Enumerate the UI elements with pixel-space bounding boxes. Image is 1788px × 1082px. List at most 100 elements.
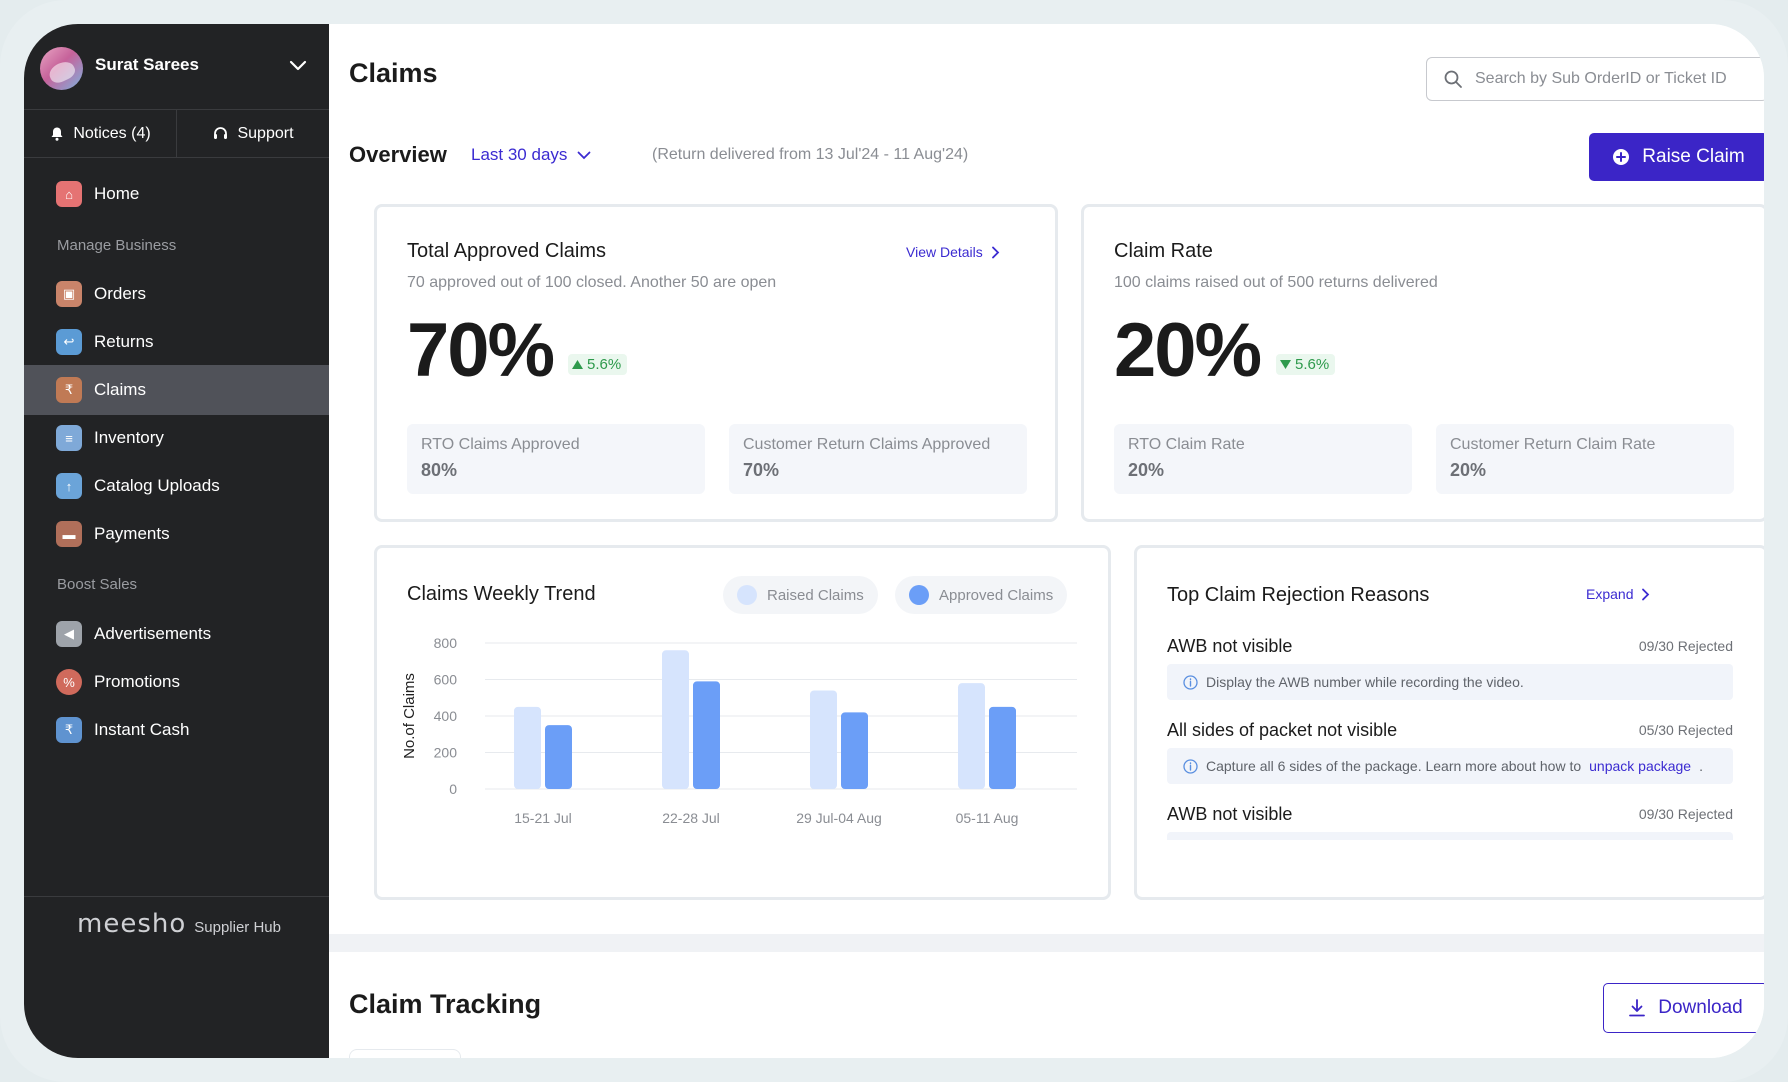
stat-value: 70% [743,460,780,480]
main-content: Claims Search by Sub OrderID or Ticket I… [329,24,1764,1058]
legend-swatch [909,585,929,605]
brand-logo: meesho Supplier Hub [77,909,281,939]
expand-link[interactable]: Expand [1586,586,1650,602]
tracking-tab[interactable] [349,1049,461,1058]
approved-rate-value: 70% [407,308,555,393]
bar-raised-claims [810,690,837,789]
sidebar-item-payments[interactable]: ▬ Payments [24,509,329,559]
view-details-link[interactable]: View Details [906,244,1000,260]
y-tick-label: 0 [449,781,457,797]
overview-title: Overview [349,142,447,167]
sidebar-item-catalog-uploads[interactable]: ↑ Catalog Uploads [24,461,329,511]
stat-label: RTO Claim Rate [1128,436,1245,453]
date-range-note: (Return delivered from 13 Jul'24 - 11 Au… [652,146,969,163]
sidebar-item-inventory[interactable]: ≡ Inventory [24,413,329,463]
claim-rate-value: 20% [1114,308,1262,393]
delta-badge: 5.6% [1276,354,1336,375]
avatar [40,47,83,90]
sidebar-item-instant-cash[interactable]: ₹ Instant Cash [24,705,329,755]
y-tick-label: 600 [434,672,458,688]
page-title: Claims [349,58,438,88]
info-icon [1183,674,1198,690]
delta-value: 5.6% [1295,356,1330,373]
stat-value: 20% [1128,460,1165,480]
view-details-label: View Details [906,244,983,260]
headset-icon [214,127,228,139]
brand-subtitle: Supplier Hub [194,919,281,936]
x-tick-label: 29 Jul-04 Aug [796,810,882,826]
y-tick-label: 400 [434,708,458,724]
sidebar-item-home[interactable]: ⌂ Home [24,169,329,219]
download-button[interactable]: Download [1603,983,1764,1033]
claims-weekly-trend-card: Claims Weekly Trend Raised Claims Approv… [374,545,1111,900]
bar-raised-claims [662,650,689,789]
notices-button[interactable]: Notices (4) [24,110,177,157]
expand-label: Expand [1586,586,1634,602]
legend-approved-claims[interactable]: Approved Claims [895,576,1068,614]
stat-value: 80% [421,460,458,480]
sidebar-item-label: Home [94,184,140,203]
sidebar-item-label: Advertisements [94,624,212,643]
percent-icon: % [56,669,82,695]
sidebar-item-claims[interactable]: ₹ Claims [24,365,329,415]
chevron-right-icon [991,246,1000,258]
orders-icon: ▣ [56,281,82,307]
rejection-reason-count: 09/30 Rejected [1638,806,1733,822]
y-tick-label: 800 [434,635,458,651]
date-range-select[interactable]: Last 30 days [471,145,591,165]
delta-value: 5.6% [587,356,622,373]
rejection-reason-title: AWB not visible [1167,636,1293,656]
claims-bar-chart: 800 600 400 200 0 No.of Claims 15-21 Jul 22-28 … [401,635,1077,826]
delta-badge: 5.6% [568,354,628,375]
inventory-icon: ≡ [56,425,82,451]
legend-raised-claims[interactable]: Raised Claims [723,576,878,614]
payments-icon: ▬ [56,521,82,547]
bar-approved-claims [693,681,720,789]
rejection-reason-title: AWB not visible [1167,804,1293,824]
sidebar-item-orders[interactable]: ▣ Orders [24,269,329,319]
sidebar-item-advertisements[interactable]: ◀ Advertisements [24,609,329,659]
raise-claim-button[interactable]: Raise Claim [1589,133,1764,181]
note-text: Display the AWB number while recording t… [1206,674,1524,690]
profile-switcher[interactable]: Surat Sarees [24,24,329,110]
sidebar-item-returns[interactable]: ↩ Returns [24,317,329,367]
support-label: Support [237,124,294,142]
download-label: Download [1658,997,1743,1018]
sidebar-item-promotions[interactable]: % Promotions [24,657,329,707]
home-icon: ⌂ [56,181,82,207]
card-title: Claim Rate [1114,240,1213,262]
date-range-value: Last 30 days [471,145,568,164]
card-subtitle: 100 claims raised out of 500 returns del… [1114,274,1438,291]
claim-tracking-title: Claim Tracking [349,989,542,1019]
sidebar-item-label: Returns [94,332,154,351]
section-divider [329,934,1764,952]
unpack-package-link[interactable]: unpack package [1589,758,1692,774]
bar-raised-claims [514,706,541,789]
card-subtitle: 70 approved out of 100 closed. Another 5… [407,274,777,291]
sidebar-item-label: Catalog Uploads [94,476,220,495]
card-title: Top Claim Rejection Reasons [1167,584,1430,606]
claim-rate-card: Claim Rate 100 claims raised out of 500 … [1081,204,1764,522]
card-title: Total Approved Claims [407,240,606,262]
bar-approved-claims [545,725,572,789]
claims-icon: ₹ [56,377,82,403]
support-button[interactable]: Support [177,110,329,157]
sidebar-item-label: Claims [94,380,146,399]
triangle-down-icon [1280,360,1291,369]
stat-label: Customer Return Claims Approved [743,436,991,453]
x-tick-label: 22-28 Jul [662,810,720,826]
stat-rto-claim-rate: RTO Claim Rate 20% [1114,424,1412,494]
rejection-reason-title: All sides of packet not visible [1167,720,1398,740]
approved-claims-card: Total Approved Claims View Details 70 ap… [374,204,1058,522]
sidebar-item-label: Instant Cash [94,720,190,739]
legend-label: Approved Claims [939,586,1054,604]
stat-customer-return-claim-rate: Customer Return Claim Rate 20% [1436,424,1734,494]
stat-customer-return-claims-approved: Customer Return Claims Approved 70% [729,424,1027,494]
chevron-down-icon[interactable] [289,60,307,72]
search-input[interactable]: Search by Sub OrderID or Ticket ID [1426,57,1764,101]
rejection-reason-note: Display the AWB number while recording t… [1167,664,1733,700]
rejection-reason-count: 05/30 Rejected [1638,722,1733,738]
y-axis-label: No.of Claims [401,673,418,759]
rejection-reason-note: Capture all 6 sides of the package. Lear… [1167,748,1733,784]
